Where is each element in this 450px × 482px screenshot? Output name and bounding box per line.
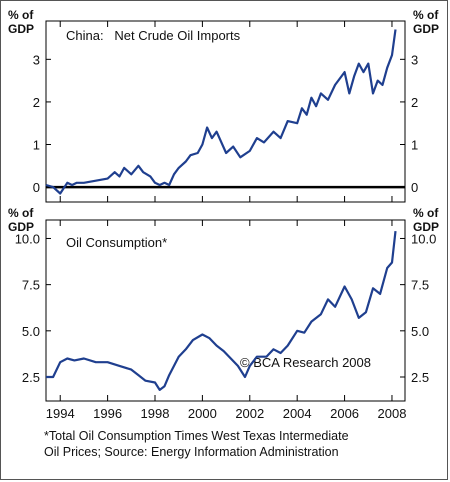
top-y-left-tick-label: 1 [33, 138, 40, 153]
x-tick-label: 2006 [330, 406, 359, 421]
top-y-left-tick-label: 0 [33, 180, 40, 195]
bottom-y-left-tick-label: 10.0 [15, 231, 40, 246]
copyright-annotation: © BCA Research 2008 [240, 355, 371, 370]
top-y-right-tick-label: 2 [411, 95, 418, 110]
x-tick-label: 1998 [141, 406, 170, 421]
bottom-y-left-tick-label: 5.0 [22, 324, 40, 339]
footnote-line-2: Oil Prices; Source: Energy Information A… [44, 445, 339, 459]
bottom-plot-area [45, 219, 406, 402]
bottom-series-line [46, 230, 397, 391]
top-y-right-tick-label: 1 [411, 138, 418, 153]
x-tick-label: 1996 [93, 406, 122, 421]
bottom-y-right-tick-label: 5.0 [411, 324, 429, 339]
x-tick-label: 2004 [283, 406, 312, 421]
top-left-unit-line2: GDP [8, 22, 34, 36]
x-tick-label: 2002 [235, 406, 264, 421]
top-panel: % of GDP % of GDP China: Net Crude Oil I… [8, 8, 439, 203]
bottom-y-right-tick-label: 10.0 [411, 231, 436, 246]
bottom-right-unit-line2: GDP [413, 220, 439, 234]
top-y-right-tick-label: 0 [411, 180, 418, 195]
x-tick-label: 2000 [188, 406, 217, 421]
bottom-y-left-tick-label: 2.5 [22, 370, 40, 385]
top-series-line [45, 29, 397, 195]
top-plot-area [45, 20, 406, 203]
top-y-right-tick-label: 3 [411, 52, 418, 67]
footnote-line-1: *Total Oil Consumption Times West Texas … [44, 429, 349, 443]
top-left-unit-line1: % of [8, 8, 34, 22]
x-tick-label: 1994 [46, 406, 75, 421]
top-y-left-tick-label: 3 [33, 52, 40, 67]
top-chart-title: China: Net Crude Oil Imports [66, 28, 241, 43]
bottom-panel: % of GDP % of GDP Oil Consumption* © BCA… [8, 206, 439, 402]
footnote: *Total Oil Consumption Times West Texas … [44, 428, 424, 460]
top-right-unit-line1: % of [413, 8, 439, 22]
bottom-y-right-tick-label: 7.5 [411, 278, 429, 293]
bottom-right-unit-line1: % of [413, 206, 439, 220]
x-tick-label: 2008 [378, 406, 407, 421]
top-right-unit-line2: GDP [413, 22, 439, 36]
bottom-chart-title: Oil Consumption* [66, 235, 167, 250]
bottom-y-left-tick-label: 7.5 [22, 278, 40, 293]
top-y-left-tick-label: 2 [33, 95, 40, 110]
bottom-left-unit-line1: % of [8, 206, 34, 220]
bottom-y-right-tick-label: 2.5 [411, 370, 429, 385]
bottom-left-unit-line2: GDP [8, 220, 34, 234]
